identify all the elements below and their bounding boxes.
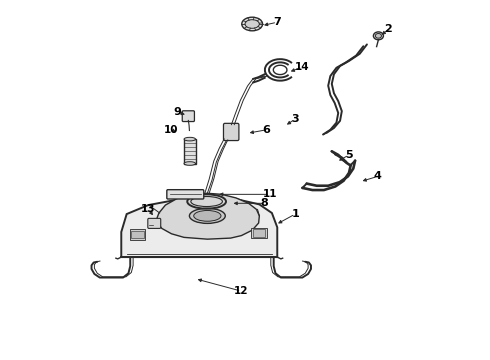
Ellipse shape bbox=[194, 211, 221, 221]
Text: 2: 2 bbox=[385, 24, 392, 35]
Text: 1: 1 bbox=[292, 209, 299, 219]
Ellipse shape bbox=[375, 33, 381, 38]
FancyBboxPatch shape bbox=[223, 123, 239, 140]
Text: 6: 6 bbox=[263, 125, 270, 135]
FancyBboxPatch shape bbox=[182, 111, 195, 122]
Text: 9: 9 bbox=[173, 107, 181, 117]
Bar bbox=[252, 229, 266, 237]
Text: 12: 12 bbox=[234, 286, 248, 296]
FancyBboxPatch shape bbox=[167, 190, 204, 199]
Ellipse shape bbox=[184, 162, 196, 165]
Ellipse shape bbox=[242, 17, 263, 31]
Text: 11: 11 bbox=[263, 189, 277, 199]
Ellipse shape bbox=[190, 208, 225, 224]
Text: 7: 7 bbox=[273, 17, 281, 27]
Text: 3: 3 bbox=[292, 114, 299, 124]
Text: 4: 4 bbox=[374, 171, 382, 181]
Bar bbox=[184, 139, 196, 163]
Bar bbox=[251, 228, 267, 238]
PathPatch shape bbox=[157, 193, 259, 239]
Text: 8: 8 bbox=[261, 198, 269, 208]
Ellipse shape bbox=[373, 32, 383, 40]
PathPatch shape bbox=[122, 197, 277, 257]
Text: 5: 5 bbox=[345, 150, 353, 160]
Ellipse shape bbox=[245, 20, 259, 28]
Bar bbox=[129, 229, 145, 239]
Text: 14: 14 bbox=[295, 62, 310, 72]
Bar bbox=[131, 230, 144, 238]
Text: 13: 13 bbox=[141, 204, 155, 214]
Text: 10: 10 bbox=[164, 125, 179, 135]
FancyBboxPatch shape bbox=[148, 219, 161, 228]
Ellipse shape bbox=[184, 137, 196, 141]
